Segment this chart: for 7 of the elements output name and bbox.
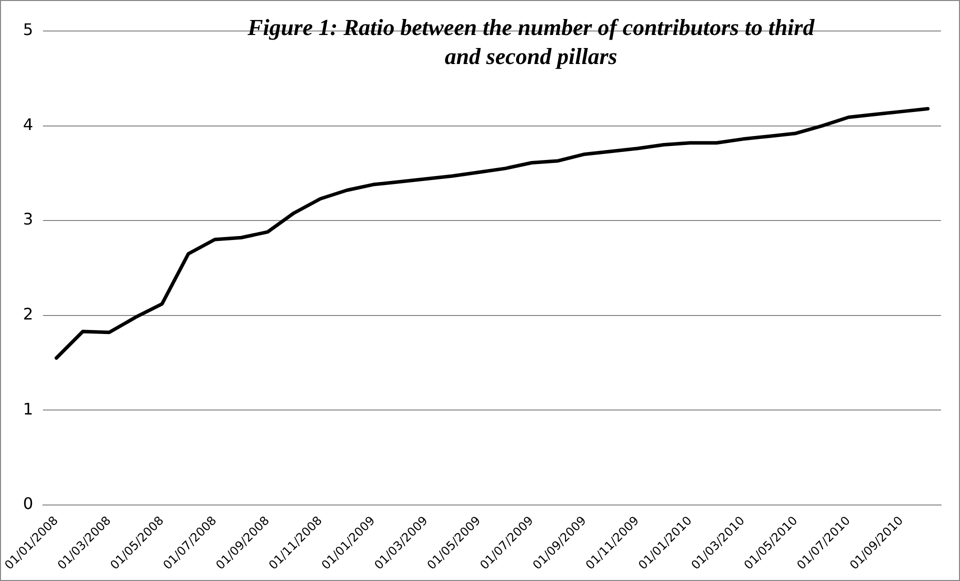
y-tick-label: 5 — [22, 20, 34, 40]
y-tick-label: 0 — [22, 494, 34, 514]
y-tick-label: 3 — [22, 210, 34, 229]
y-tick-label: 1 — [22, 399, 34, 418]
chart-title: Figure 1: Ratio between the number of contributors to third and second pillars — [246, 14, 816, 71]
y-tick-label: 2 — [22, 304, 34, 324]
y-tick-label: 4 — [22, 114, 34, 134]
